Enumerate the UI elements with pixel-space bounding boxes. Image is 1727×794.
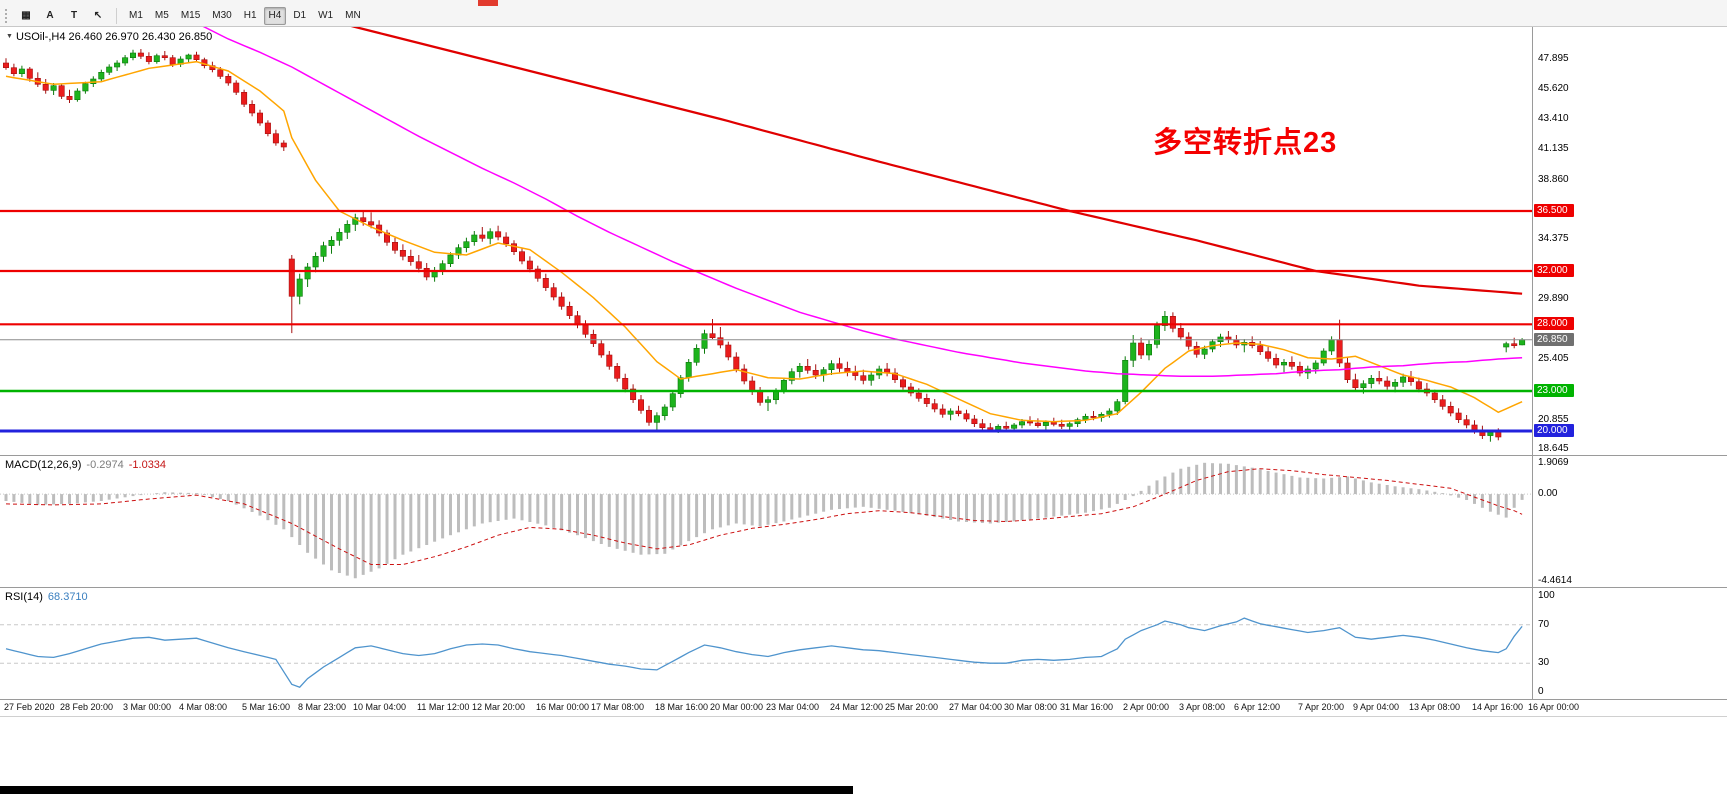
time-axis-label: 7 Apr 20:00 (1298, 702, 1345, 712)
toolbar-separator (116, 7, 117, 24)
macd-axis-label: 1.9069 (1538, 457, 1569, 468)
price-axis-badge: 32.000 (1534, 264, 1574, 277)
time-axis-label: 2 Apr 00:00 (1123, 702, 1170, 712)
toolbar: ▦ A T ↖ M1 M5 M15 M30 H1 H4 D1 W1 MN (0, 0, 1727, 27)
window-border (0, 716, 1727, 717)
annotation-a-button[interactable]: A (39, 7, 61, 25)
timeframe-button-mn[interactable]: MN (345, 9, 361, 21)
grid-icon: ▦ (21, 9, 31, 21)
macd-panel: MACD(12,26,9) -0.2974 -1.0334 (0, 456, 1532, 587)
chart-tools: ▦ A T ↖ (14, 7, 110, 25)
timeframe-button-w1[interactable]: W1 (318, 9, 334, 21)
panel-separator[interactable] (0, 587, 1727, 588)
rsi-axis-label: 30 (1538, 657, 1550, 668)
price-chart-canvas[interactable] (0, 27, 1532, 455)
price-axis-badge: 26.850 (1534, 333, 1574, 346)
time-axis-label: 27 Feb 2020 (4, 702, 55, 712)
time-axis-label: 3 Mar 00:00 (123, 702, 172, 712)
time-axis-label: 6 Apr 12:00 (1234, 702, 1281, 712)
timeframe-button-m1[interactable]: M1 (129, 9, 143, 21)
macd-axis-label: 0.00 (1538, 488, 1558, 499)
macd-name: MACD(12,26,9) (5, 459, 82, 471)
price-axis-badge: 23.000 (1534, 384, 1574, 397)
letter-a-icon: A (46, 9, 54, 21)
text-tool-button[interactable]: T (63, 7, 85, 25)
macd-signal-value: -1.0334 (128, 459, 167, 471)
time-axis-label: 30 Mar 08:00 (1004, 702, 1058, 712)
price-axis-label: 45.620 (1538, 83, 1569, 94)
taskbar-fragment (0, 786, 853, 794)
price-axis-label: 18.645 (1538, 443, 1569, 454)
price-axis-label: 25.405 (1538, 353, 1569, 364)
rsi-axis-label: 70 (1538, 619, 1550, 630)
time-axis-label: 14 Apr 16:00 (1472, 702, 1524, 712)
macd-label: MACD(12,26,9) -0.2974 -1.0334 (5, 459, 166, 471)
timeframe-button-m15[interactable]: M15 (180, 9, 201, 21)
timeframe-button-h4[interactable]: H4 (263, 6, 287, 25)
chart-title: ▼ USOil-,H4 26.460 26.970 26.430 26.850 (6, 31, 212, 43)
time-axis-label: 3 Apr 08:00 (1179, 702, 1226, 712)
timeframe-toolbar: M1 M5 M15 M30 H1 H4 D1 W1 MN (123, 6, 367, 25)
time-axis-label: 9 Apr 04:00 (1353, 702, 1400, 712)
time-axis-label: 13 Apr 08:00 (1409, 702, 1461, 712)
chart-annotation[interactable]: 多空转折点23 (1153, 127, 1338, 159)
time-axis-label: 11 Mar 12:00 (417, 702, 470, 712)
cursor-tool-button[interactable]: ↖ (87, 7, 109, 25)
macd-axis-label: -4.4614 (1538, 575, 1572, 586)
timeframe-button-m30[interactable]: M30 (212, 9, 232, 21)
price-axis-badge: 20.000 (1534, 424, 1574, 437)
price-scale[interactable]: 47.895 45.620 43.410 41.135 38.860 34.375 29.8… (1532, 27, 1727, 716)
toolbar-grip[interactable] (4, 8, 9, 23)
letter-t-icon: T (70, 9, 78, 21)
time-axis-label: 20 Mar 00:00 (710, 702, 764, 712)
macd-canvas[interactable] (0, 456, 1532, 587)
time-axis-label: 23 Mar 04:00 (766, 702, 820, 712)
time-axis-label: 28 Feb 20:00 (60, 702, 114, 712)
timeframe-button-h1[interactable]: H1 (243, 9, 257, 21)
time-axis-label: 25 Mar 20:00 (885, 702, 939, 712)
time-axis-label: 10 Mar 04:00 (353, 702, 407, 712)
price-axis-badge: 28.000 (1534, 317, 1574, 330)
timeframe-button-m5[interactable]: M5 (154, 9, 169, 21)
time-axis-label: 12 Mar 20:00 (472, 702, 526, 712)
chart-title-text: USOil-,H4 26.460 26.970 26.430 26.850 (15, 31, 213, 43)
price-axis-label: 47.895 (1538, 53, 1569, 64)
rsi-canvas[interactable] (0, 588, 1532, 699)
price-axis-label: 20.855 (1538, 414, 1569, 425)
panel-separator[interactable] (0, 455, 1727, 456)
toolbar-fragment-red (478, 0, 498, 6)
time-axis-label: 16 Mar 00:00 (536, 702, 590, 712)
macd-main-value: -0.2974 (86, 459, 124, 471)
rsi-value: 68.3710 (47, 591, 88, 603)
price-axis-label: 41.135 (1538, 143, 1569, 154)
price-axis-label: 43.410 (1538, 113, 1569, 124)
rsi-label: RSI(14) 68.3710 (5, 591, 88, 603)
rsi-name: RSI(14) (5, 591, 43, 603)
rsi-axis-label: 100 (1538, 590, 1555, 601)
grid-tool-button[interactable]: ▦ (15, 7, 37, 25)
time-axis-label: 24 Mar 12:00 (830, 702, 884, 712)
rsi-axis-label: 0 (1538, 686, 1544, 697)
time-axis-label: 5 Mar 16:00 (242, 702, 291, 712)
price-axis-badge: 36.500 (1534, 204, 1574, 217)
price-axis-label: 34.375 (1538, 233, 1569, 244)
chart-marker-icon: ▼ (6, 33, 13, 40)
time-axis-label: 17 Mar 08:00 (591, 702, 645, 712)
timeframe-button-d1[interactable]: D1 (293, 9, 307, 21)
rsi-panel: RSI(14) 68.3710 (0, 588, 1532, 699)
panel-separator (0, 699, 1727, 700)
time-axis[interactable]: 27 Feb 2020 28 Feb 20:00 3 Mar 00:00 4 Mar … (0, 700, 1727, 716)
price-axis-label: 29.890 (1538, 293, 1569, 304)
time-axis-label: 16 Apr 00:00 (1528, 702, 1580, 712)
time-axis-label: 31 Mar 16:00 (1060, 702, 1114, 712)
time-axis-label: 27 Mar 04:00 (949, 702, 1003, 712)
time-axis-label: 18 Mar 16:00 (655, 702, 709, 712)
time-axis-label: 4 Mar 08:00 (179, 702, 228, 712)
time-axis-label: 8 Mar 23:00 (298, 702, 347, 712)
cursor-icon: ↖ (93, 9, 103, 21)
price-chart-panel: ▼ USOil-,H4 26.460 26.970 26.430 26.850 多… (0, 27, 1532, 455)
price-axis-label: 38.860 (1538, 174, 1569, 185)
toolbar-row: ▦ A T ↖ M1 M5 M15 M30 H1 H4 D1 W1 MN (2, 6, 367, 25)
